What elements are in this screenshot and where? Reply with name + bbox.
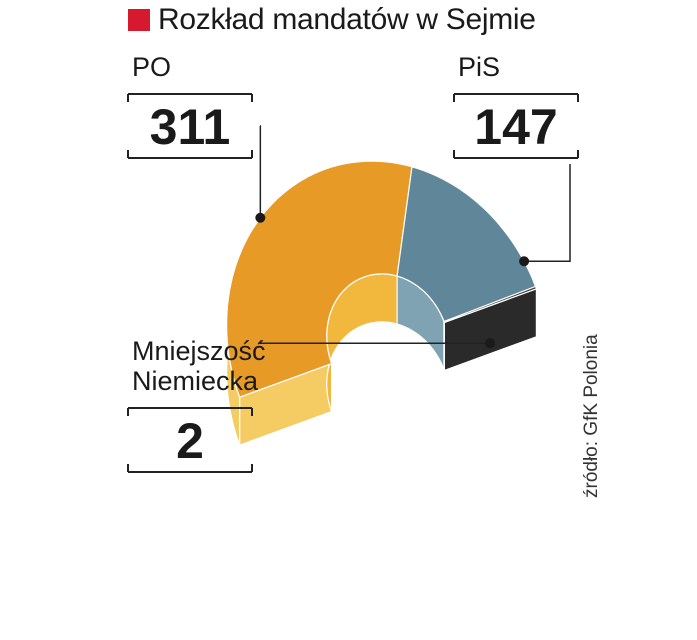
label-mn-line2: Niemiecka [132,366,259,396]
label-po: PO [132,52,171,82]
chart-title-text: Rozkład mandatów w Sejmie [158,3,536,36]
value-mn: 2 [176,413,204,469]
leader-dot-pis [519,256,530,267]
value-po: 311 [150,99,231,155]
leader-dot-mn [485,338,496,349]
slice-po [226,160,413,446]
slice-mn-top [443,285,538,323]
chart-slices [226,160,538,446]
leader-line-pis [524,164,571,263]
title-marker-square [128,9,150,31]
value-pis: 147 [474,99,557,155]
label-pis: PiS [458,52,500,82]
leader-dot-po [255,212,266,223]
chart-title: Rozkład mandatów w Sejmie [128,2,536,38]
annotation-pis: PiS 147 [453,52,579,267]
source-note: źródło: GfK Polonia [581,334,602,498]
annotation-po: PO 311 [127,52,266,223]
label-mn: Mniejszość [132,336,266,366]
slice-pis [396,166,537,371]
slice-mn [443,285,538,371]
